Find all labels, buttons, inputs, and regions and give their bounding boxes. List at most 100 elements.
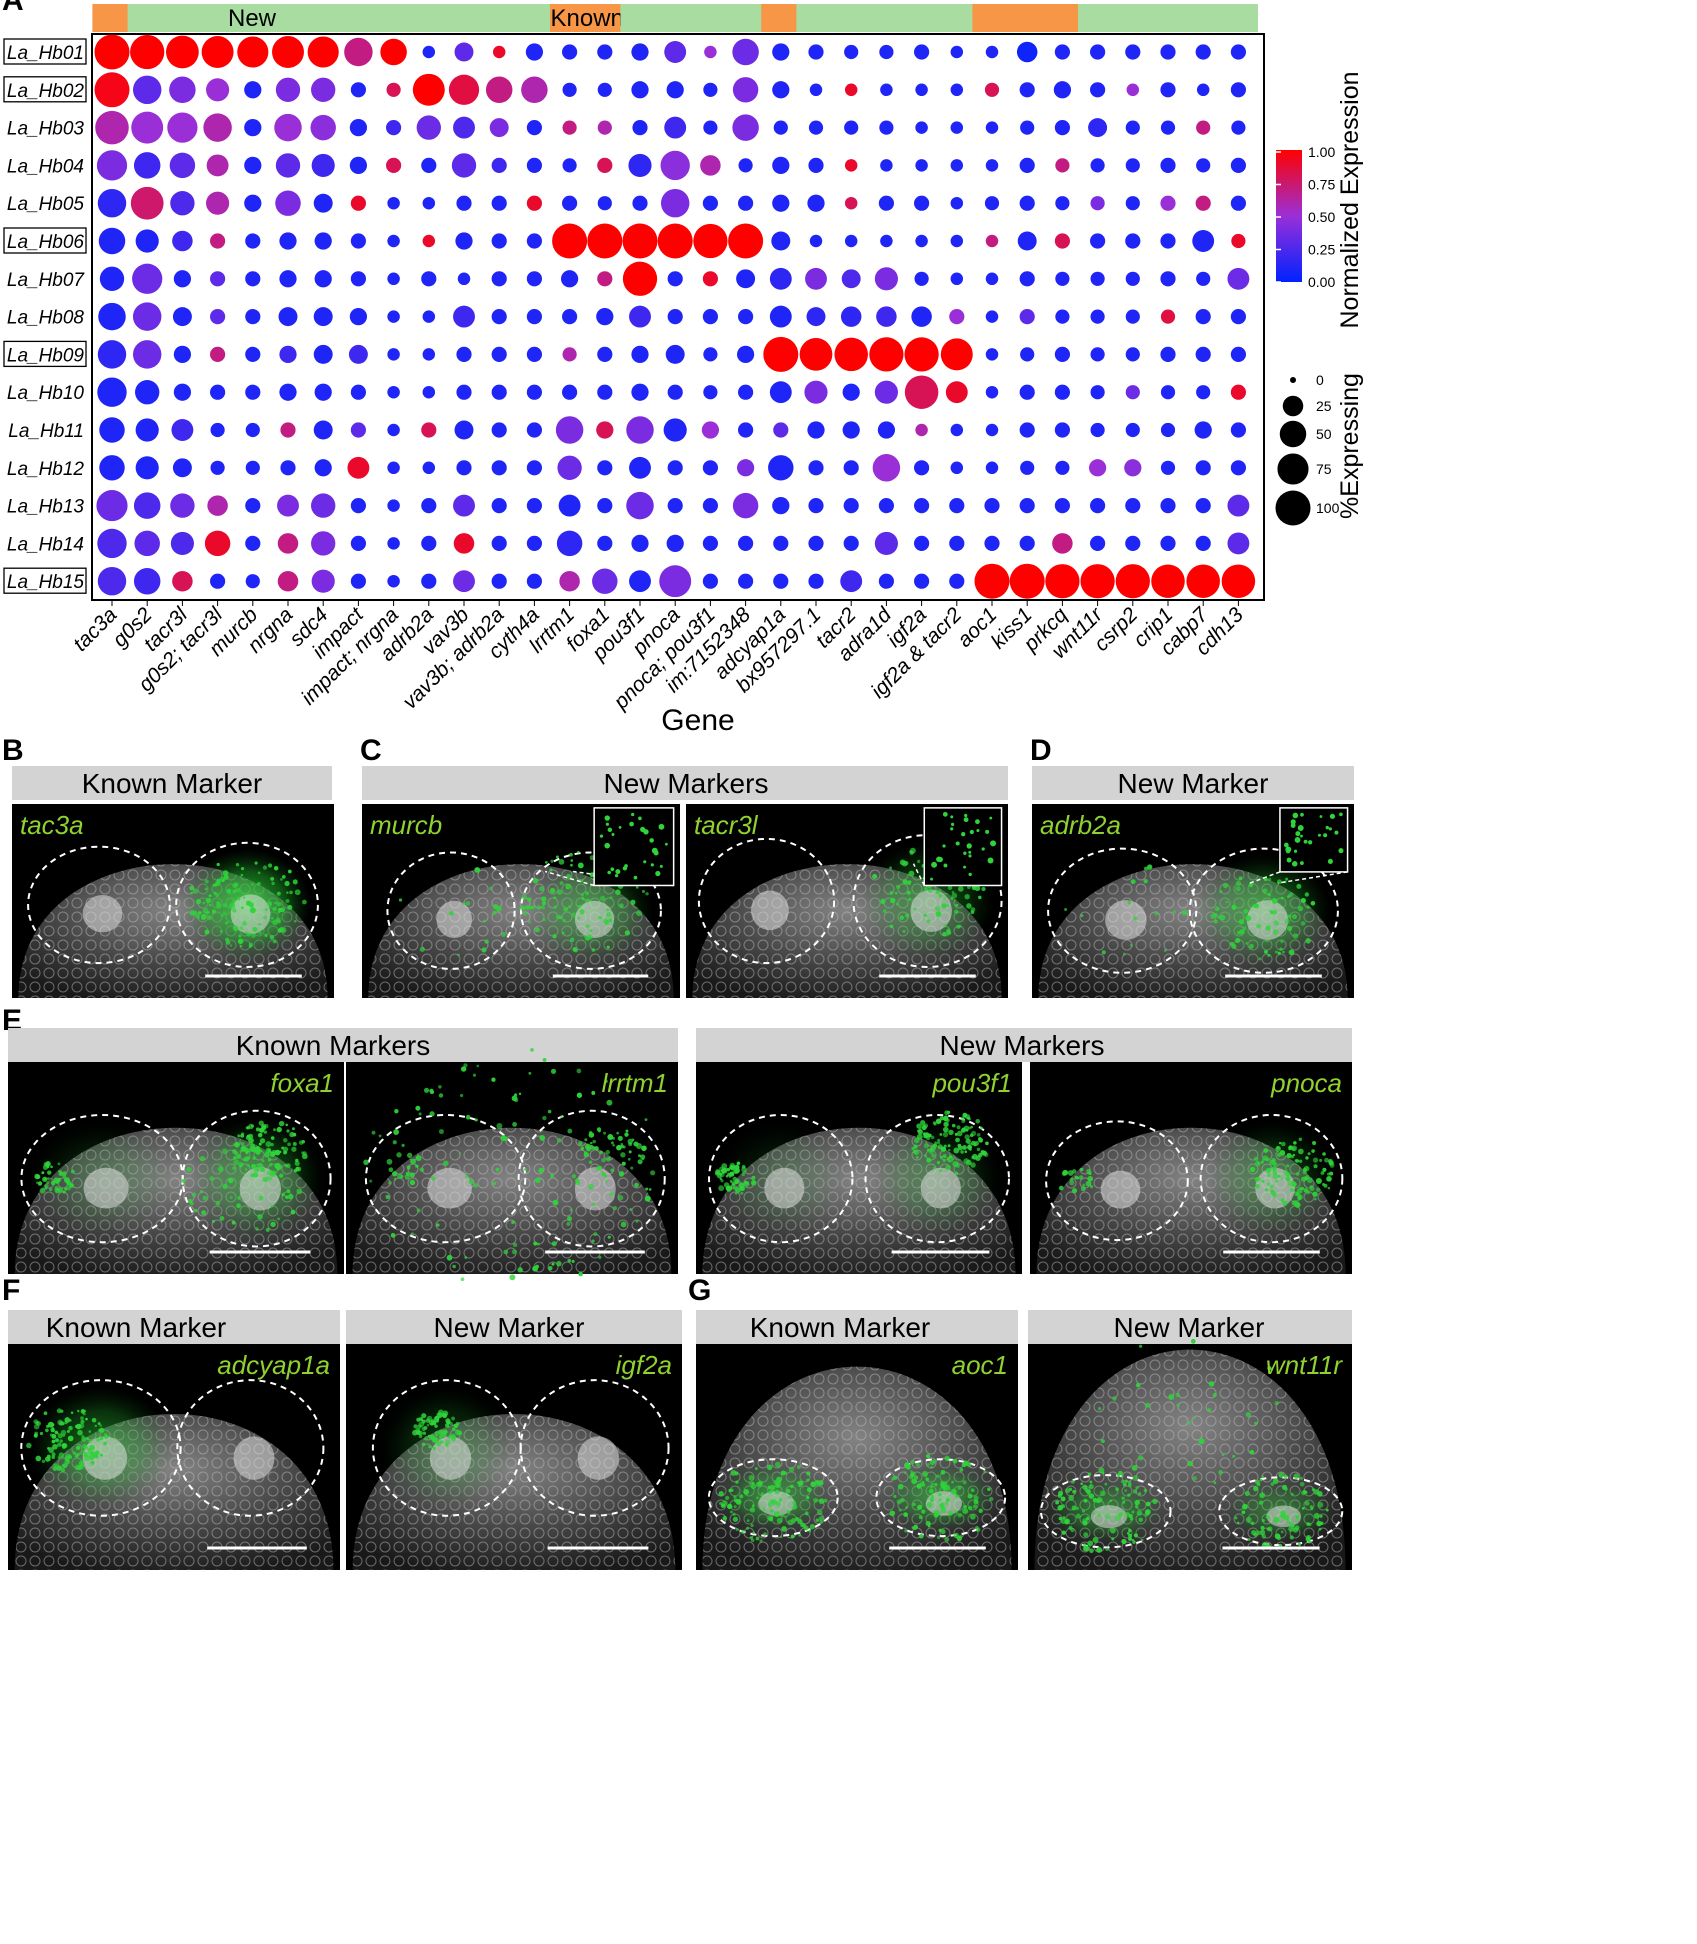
dot-La_Hb06-9 [422,234,436,248]
dot-La_Hb12-4 [245,460,260,475]
dot-La_Hb07-12 [526,271,542,287]
dot-La_Hb07-16 [667,271,683,287]
dot-La_Hb14-10 [453,533,475,554]
dot-La_Hb11-13 [555,416,584,444]
size-label-0: 0 [1316,372,1324,388]
dot-La_Hb04-10 [451,153,477,178]
dot-La_Hb01-24 [950,45,964,59]
dot-La_Hb03-3 [203,113,232,142]
dot-La_Hb03-1 [131,111,164,144]
cluster-label-La_Hb13: La_Hb13 [7,497,85,518]
cbar-tick-3: 0.25 [1308,242,1335,258]
dot-La_Hb07-9 [421,271,437,287]
dot-La_Hb14-28 [1090,535,1106,551]
category-segment-7 [1078,4,1258,32]
dot-La_Hb02-7 [350,82,366,98]
dot-La_Hb02-16 [666,81,684,99]
dot-La_Hb11-31 [1194,421,1212,439]
dot-La_Hb06-5 [279,232,297,250]
dot-La_Hb12-31 [1195,460,1211,476]
size-label-3: 75 [1316,461,1332,477]
dot-La_Hb11-17 [701,421,720,439]
dot-La_Hb12-29 [1124,459,1142,477]
dot-La_Hb12-16 [667,460,683,476]
dot-La_Hb13-1 [133,492,161,519]
dot-La_Hb06-22 [880,234,893,248]
panel-letter-a: A [2,0,24,17]
size-dot-1 [1282,395,1304,417]
dot-La_Hb02-18 [732,77,759,103]
dot-La_Hb07-15 [622,261,658,296]
dot-La_Hb10-27 [1054,384,1070,400]
dot-La_Hb13-10 [453,494,475,517]
dot-La_Hb04-12 [526,157,542,173]
dot-La_Hb08-20 [806,307,826,327]
dot-La_Hb02-30 [1160,82,1176,98]
dot-La_Hb10-3 [210,384,226,400]
dot-La_Hb13-4 [245,498,261,514]
dot-La_Hb11-24 [950,423,964,437]
dot-La_Hb05-18 [738,195,754,211]
dot-La_Hb04-2 [169,152,196,179]
dot-La_Hb10-30 [1160,385,1176,400]
header-c: New Markers [604,768,769,799]
dot-La_Hb10-13 [562,384,578,400]
gene-tag-tacr3l: tacr3l [694,810,759,840]
dot-La_Hb01-27 [1054,44,1070,60]
dot-La_Hb10-22 [874,380,898,404]
dot-La_Hb09-31 [1195,346,1211,362]
micrograph-pnoca: pnoca [1030,1062,1352,1274]
dot-La_Hb14-12 [526,535,542,551]
dot-La_Hb15-6 [311,569,335,593]
dot-La_Hb06-1 [135,229,159,253]
dot-La_Hb15-14 [592,568,618,594]
dot-La_Hb12-10 [456,460,472,476]
dot-La_Hb03-29 [1125,120,1140,135]
dot-La_Hb07-18 [736,269,756,289]
dot-La_Hb13-22 [878,498,894,514]
cluster-label-La_Hb09: La_Hb09 [7,345,85,366]
dot-La_Hb03-23 [915,121,928,134]
dot-La_Hb10-2 [173,383,192,401]
dot-La_Hb06-14 [587,223,623,259]
dot-La_Hb13-32 [1227,494,1250,517]
dot-La_Hb11-7 [350,422,366,438]
dot-La_Hb15-11 [491,573,507,589]
dot-La_Hb03-24 [950,121,964,134]
category-segment-3 [620,4,766,32]
dot-La_Hb14-13 [556,530,583,557]
dot-La_Hb05-17 [702,195,718,211]
dot-La_Hb06-27 [1054,233,1070,249]
dot-La_Hb04-0 [96,150,128,181]
dot-La_Hb11-12 [526,422,542,438]
dot-La_Hb15-31 [1186,564,1220,598]
dot-La_Hb05-0 [97,188,127,218]
dot-La_Hb14-22 [874,531,898,555]
dot-La_Hb06-6 [314,232,332,250]
dot-La_Hb15-26 [1009,563,1045,599]
dot-La_Hb07-2 [173,270,192,288]
dot-La_Hb03-27 [1054,120,1070,136]
dot-La_Hb11-25 [985,423,999,437]
dot-La_Hb09-3 [210,346,226,362]
cbar-tick-0: 1.00 [1308,144,1335,160]
cluster-label-La_Hb05: La_Hb05 [7,194,85,215]
dot-La_Hb02-11 [485,76,513,104]
dot-La_Hb14-0 [97,528,127,559]
dot-La_Hb15-15 [629,570,651,593]
micrograph-wnt11r: wnt11r [1028,1338,1352,1570]
dot-La_Hb13-0 [96,490,128,522]
colorbar-ticks: 1.00 0.75 0.50 0.25 0.00 [1276,144,1335,290]
dot-La_Hb05-9 [422,196,436,210]
dot-La_Hb05-12 [526,195,542,211]
dot-marks [94,34,1256,599]
dot-La_Hb07-27 [1055,271,1070,286]
dot-La_Hb07-26 [1019,271,1035,287]
dot-La_Hb05-22 [878,195,894,211]
dot-La_Hb04-23 [915,159,928,172]
dot-La_Hb07-28 [1090,271,1105,286]
dot-La_Hb01-11 [492,45,506,59]
dot-La_Hb04-28 [1090,158,1105,173]
dot-La_Hb01-4 [237,36,269,68]
dot-La_Hb12-20 [808,460,824,476]
